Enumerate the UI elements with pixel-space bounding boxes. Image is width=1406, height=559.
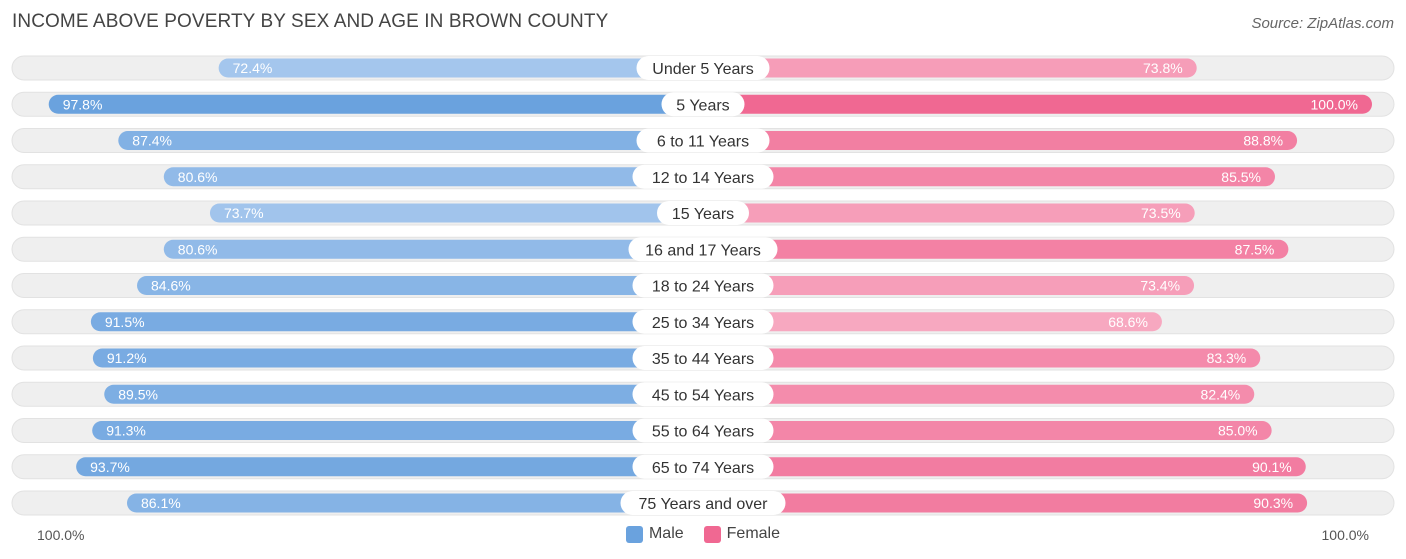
female-value-label: 85.5% [1221,169,1261,185]
category-label: 25 to 34 Years [652,315,754,332]
male-bar [163,167,703,187]
category-label: 12 to 14 Years [652,170,754,187]
male-bar [92,421,703,440]
category-pill [661,92,745,117]
female-bar [703,203,1195,223]
male-bar [218,58,704,78]
category-label: Under 5 Years [652,61,753,78]
male-bar [48,94,703,114]
category-label: 45 to 54 Years [652,387,754,404]
male-bar [76,457,704,477]
category-pill [632,382,774,407]
female-bar [703,167,1275,187]
legend-male-label: Male [648,525,684,542]
male-value-label: 91.3% [106,423,146,439]
female-value-label: 68.6% [1108,314,1148,330]
male-value-label: 80.6% [178,169,218,185]
female-value-label: 82.4% [1201,386,1241,402]
category-label: 65 to 74 Years [652,460,754,477]
female-bar [703,131,1298,150]
female-value-label: 73.5% [1141,205,1181,221]
male-value-label: 84.6% [151,278,191,294]
category-label: 18 to 24 Years [652,279,754,296]
female-bar [703,348,1261,368]
female-bar [703,94,1372,114]
male-bar [104,384,704,404]
category-label: 6 to 11 Years [657,134,749,151]
male-bar [163,239,703,259]
category-pill [632,346,774,370]
male-value-label: 87.4% [132,133,172,149]
male-value-label: 93.7% [90,459,130,475]
male-value-label: 91.5% [105,314,145,330]
male-value-label: 91.2% [107,350,147,366]
female-bar [703,421,1272,440]
category-pill [628,237,778,262]
category-label: 15 Years [672,206,734,223]
male-swatch [625,525,643,543]
category-label: 16 and 17 Years [645,242,761,259]
female-value-label: 73.8% [1143,60,1183,76]
female-bar [703,276,1195,295]
female-value-label: 73.4% [1140,278,1180,294]
legend-item-female[interactable]: Female [703,525,781,543]
female-swatch [703,525,721,543]
chart-title: INCOME ABOVE POVERTY BY SEX AND AGE IN B… [12,11,609,32]
category-label: 35 to 44 Years [652,351,754,368]
female-bar [703,312,1162,332]
male-value-label: 89.5% [118,386,158,402]
legend-female-label: Female [726,525,781,542]
category-pill [636,128,770,153]
male-value-label: 80.6% [178,241,218,257]
female-value-label: 83.3% [1207,350,1247,366]
male-bar [90,312,704,332]
category-pill [632,309,774,334]
category-pill [632,418,774,443]
category-pill [632,273,774,298]
female-value-label: 90.1% [1252,459,1292,475]
bar-chart: 72.4% 73.8% Under 5 Years 97.8% 100.0% 5 Year… [11,55,1395,516]
category-pill [657,201,749,225]
category-label: 75 Years and over [639,496,769,513]
axis-left-label: 100.0% [37,527,85,543]
category-label: 5 Years [676,97,729,114]
female-bar [703,457,1306,477]
female-value-label: 85.0% [1218,423,1258,439]
male-value-label: 86.1% [141,495,181,511]
source-note: Source: ZipAtlas.com [1251,15,1394,32]
male-bar [118,131,703,150]
legend-item-male[interactable]: Male [625,525,684,543]
female-value-label: 100.0% [1311,96,1358,112]
female-bar [703,384,1255,404]
male-bar [137,276,703,295]
male-bar [209,203,703,223]
male-value-label: 97.8% [63,96,103,112]
category-pill [632,164,774,189]
female-value-label: 90.3% [1253,495,1293,511]
male-value-label: 73.7% [224,205,264,221]
female-value-label: 88.8% [1243,133,1283,149]
male-bar [92,348,703,368]
female-bar [703,239,1289,259]
male-bar [126,493,704,513]
male-value-label: 72.4% [233,60,273,76]
axis-right-label: 100.0% [1321,527,1369,543]
legend: Male Female [0,525,1406,543]
category-pill [632,454,774,479]
female-value-label: 87.5% [1235,241,1275,257]
category-pill [636,56,770,80]
female-bar [703,493,1308,513]
female-bar [703,58,1197,78]
category-pill [620,491,786,515]
category-label: 55 to 64 Years [652,424,754,441]
